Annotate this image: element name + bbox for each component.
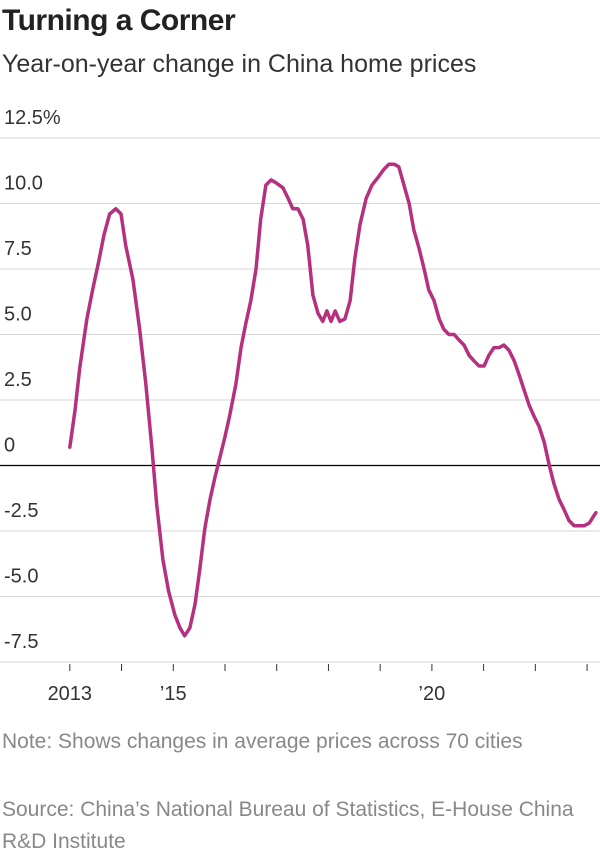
y-tick-label: -2.5: [4, 500, 38, 522]
y-tick-label: -5.0: [4, 566, 38, 588]
x-tick-label: 2013: [48, 683, 93, 705]
y-tick-label: 10.0: [4, 173, 43, 195]
line: [68, 162, 598, 638]
chart-title: Turning a Corner: [2, 4, 236, 37]
chart-subtitle: Year-on-year change in China home prices: [2, 50, 477, 78]
x-tick-label: ’15: [160, 683, 187, 705]
note: Note: Shows changes in average prices ac…: [2, 730, 523, 753]
y-tick-label: -7.5: [4, 631, 38, 653]
y-tick-label: 12.5%: [4, 107, 61, 129]
y-tick-label: 2.5: [4, 369, 32, 391]
x-tick-label: ’20: [419, 683, 446, 705]
y-tick-label: 0: [4, 435, 15, 457]
source: Source: China’s National Bureau of Stati…: [2, 798, 574, 853]
y-tick-label: 7.5: [4, 238, 32, 260]
y-tick-label: 5.0: [4, 304, 32, 326]
